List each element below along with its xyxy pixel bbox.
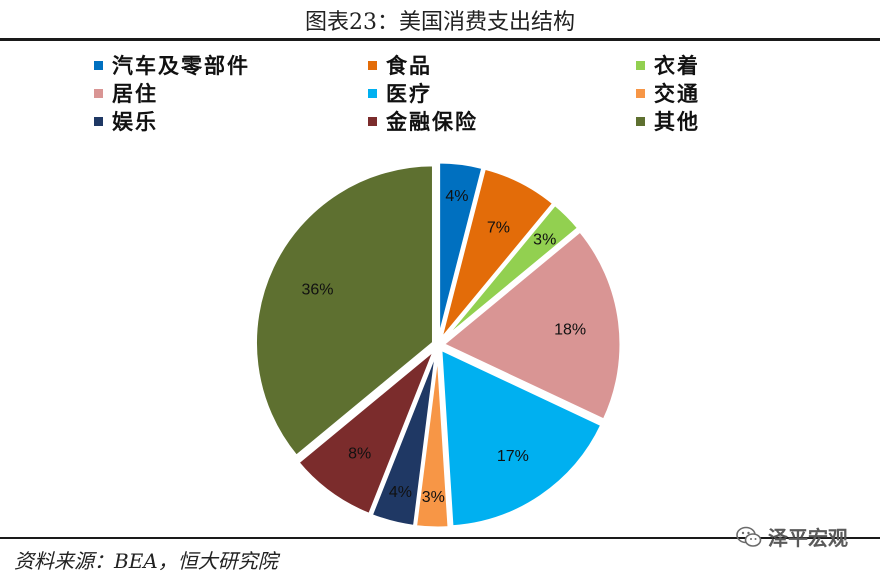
top-rule	[0, 38, 880, 41]
legend-item: 金融保险	[368, 108, 478, 134]
slice-data-label: 18%	[554, 321, 586, 338]
slice-data-label: 7%	[487, 219, 510, 236]
slice-data-label: 36%	[301, 281, 333, 298]
slice-data-label: 17%	[497, 448, 529, 465]
slice-data-label: 8%	[348, 446, 371, 463]
legend-label: 娱乐	[112, 110, 158, 134]
pie-slice	[369, 349, 439, 529]
legend-swatch	[94, 60, 103, 70]
bottom-rule	[0, 537, 880, 539]
slice-data-label: 3%	[422, 489, 445, 506]
legend-swatch	[368, 116, 377, 126]
legend-swatch	[636, 116, 645, 126]
legend-label: 汽车及零部件	[112, 54, 250, 78]
legend-item: 娱乐	[94, 108, 158, 134]
pie-slice	[440, 202, 581, 343]
legend-label: 金融保险	[386, 110, 478, 134]
pie-slice	[438, 166, 556, 342]
slice-data-label: 4%	[445, 188, 468, 205]
source-note: 资料来源：BEA，恒大研究院	[14, 549, 278, 573]
watermark-text: 泽平宏观	[768, 526, 848, 550]
legend-swatch	[368, 88, 377, 98]
legend-swatch	[368, 60, 377, 70]
legend-item: 衣着	[636, 52, 700, 78]
legend-label: 其他	[654, 110, 700, 134]
legend-item: 汽车及零部件	[94, 52, 250, 78]
pie-slice	[295, 347, 437, 517]
legend-swatch	[636, 88, 645, 98]
legend-swatch	[94, 116, 103, 126]
legend-item: 其他	[636, 108, 700, 134]
pie-slice	[254, 163, 435, 459]
legend-item: 居住	[94, 80, 158, 106]
legend-item: 食品	[368, 52, 432, 78]
legend-label: 居住	[112, 82, 158, 106]
chart-legend: 汽车及零部件 食品 衣着居住 医疗 交通娱乐 金融保险 其他	[0, 52, 880, 142]
pie-slice	[439, 346, 604, 529]
legend-label: 交通	[654, 82, 700, 106]
slice-data-label: 4%	[389, 484, 412, 501]
wechat-icon	[736, 526, 762, 547]
legend-item: 医疗	[368, 80, 432, 106]
legend-swatch	[636, 60, 645, 70]
legend-swatch	[94, 88, 103, 98]
pie-slice	[440, 228, 623, 423]
pie-slice	[437, 160, 485, 341]
slice-data-label: 3%	[533, 231, 556, 248]
legend-item: 交通	[636, 80, 700, 106]
legend-label: 衣着	[654, 54, 700, 78]
legend-label: 医疗	[386, 82, 432, 106]
legend-label: 食品	[386, 54, 432, 78]
watermark: 泽平宏观	[736, 522, 848, 551]
figure-title: 图表23：美国消费支出结构	[305, 10, 575, 35]
